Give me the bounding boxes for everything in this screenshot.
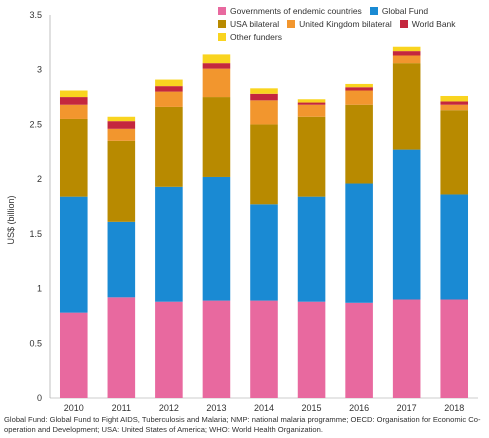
bar-segment <box>155 301 183 398</box>
bar-segment <box>297 196 326 302</box>
bar-segment <box>440 110 469 195</box>
legend: Governments of endemic countries Global F… <box>218 4 486 43</box>
x-tick-label: 2014 <box>254 403 274 413</box>
legend-item: Governments of endemic countries <box>218 4 362 17</box>
x-tick-label: 2015 <box>302 403 322 413</box>
bar-segment <box>59 97 88 105</box>
legend-label: United Kingdom bilateral <box>299 18 392 29</box>
bar-segment <box>107 297 136 398</box>
y-tick-label: 3 <box>37 65 42 75</box>
bar-segment <box>440 194 469 300</box>
legend-label: USA bilateral <box>230 18 280 29</box>
bar-segment <box>59 104 88 119</box>
bar-segment <box>202 97 231 177</box>
x-tick-labels: 2010 2011 2012 2013 2014 2015 2016 2017 2018 <box>64 403 464 413</box>
legend-swatch <box>369 6 378 15</box>
bar-segment <box>107 140 136 222</box>
bar-segment <box>297 301 326 398</box>
x-tick-label: 2010 <box>64 403 84 413</box>
bar-segment <box>392 55 421 64</box>
bar-segment <box>202 300 231 398</box>
x-tick-label: 2011 <box>112 403 131 413</box>
bar-segment <box>202 63 231 69</box>
y-tick-label: 2.5 <box>29 119 42 129</box>
y-tick-label: 2 <box>37 174 42 184</box>
legend-swatch <box>218 32 226 41</box>
bar-segment <box>440 299 469 398</box>
bar-segment <box>392 299 421 398</box>
bar-segment <box>392 63 421 150</box>
bar-segment <box>392 51 421 56</box>
bar-segment <box>155 86 183 92</box>
bar-segment <box>345 90 373 105</box>
legend-item: Other funders <box>218 30 282 43</box>
y-tick-label: 0 <box>37 393 42 403</box>
bar-segment <box>440 101 469 105</box>
bar-segment <box>155 106 183 187</box>
y-tick-label: 1 <box>37 284 42 294</box>
bar-segment <box>107 221 136 298</box>
y-tick-label: 0.5 <box>29 338 42 348</box>
x-tick-label: 2013 <box>206 403 226 413</box>
legend-item: United Kingdom bilateral <box>287 17 392 30</box>
legend-label: Governments of endemic countries <box>230 5 362 16</box>
x-tick-label: 2017 <box>397 403 417 413</box>
bar-segment <box>250 88 278 94</box>
y-tick-labels: 0 0.5 1 1.5 2 2.5 3 3.5 <box>29 10 42 403</box>
bar-segment <box>59 90 88 98</box>
x-tick-label: 2016 <box>349 403 369 413</box>
bar-segment <box>297 104 326 117</box>
legend-label: Global Fund <box>381 5 429 16</box>
bar-segment <box>107 116 136 122</box>
bar-segment <box>202 176 231 301</box>
bar-segment <box>250 124 278 205</box>
bar-segment <box>59 118 88 197</box>
legend-swatch <box>218 19 226 28</box>
bar-segment <box>155 186 183 302</box>
bar-segment <box>202 54 231 64</box>
footnote: Global Fund: Global Fund to Fight AIDS, … <box>4 415 481 434</box>
bar-segment <box>297 102 326 105</box>
bar-segment <box>59 312 88 398</box>
bar-segment <box>345 83 373 88</box>
bar-segment <box>155 91 183 107</box>
legend-item: Global Fund <box>369 4 429 17</box>
y-axis-label: US$ (billion) <box>6 195 16 244</box>
bar-segment <box>345 87 373 91</box>
y-tick-label: 1.5 <box>29 229 42 239</box>
bar-segment <box>345 183 373 303</box>
legend-swatch <box>287 19 296 28</box>
y-tick-label: 3.5 <box>29 10 42 20</box>
bar-segment <box>345 104 373 184</box>
legend-swatch <box>399 19 408 28</box>
bar-segment <box>345 302 373 398</box>
legend-swatch <box>218 6 226 15</box>
bar-segment <box>59 196 88 313</box>
bar-segment <box>202 68 231 98</box>
legend-label: World Bank <box>411 18 456 29</box>
bar-segment <box>392 149 421 300</box>
bar-segment <box>440 104 469 111</box>
legend-item: USA bilateral <box>218 17 279 30</box>
bar-segment <box>250 100 278 125</box>
x-tick-label: 2018 <box>444 403 464 413</box>
bar-stacks <box>59 46 469 398</box>
bar-segment <box>440 95 469 102</box>
bar-segment <box>392 46 421 52</box>
legend-item: World Bank <box>399 17 456 30</box>
bar-segment <box>297 116 326 197</box>
bar-segment <box>107 121 136 129</box>
bar-segment <box>250 300 278 398</box>
legend-label: Other funders <box>230 31 282 42</box>
bar-segment <box>250 93 278 101</box>
bar-segment <box>297 99 326 103</box>
x-tick-label: 2012 <box>159 403 179 413</box>
bar-segment <box>107 128 136 141</box>
bar-segment <box>250 204 278 301</box>
bar-segment <box>155 79 183 87</box>
